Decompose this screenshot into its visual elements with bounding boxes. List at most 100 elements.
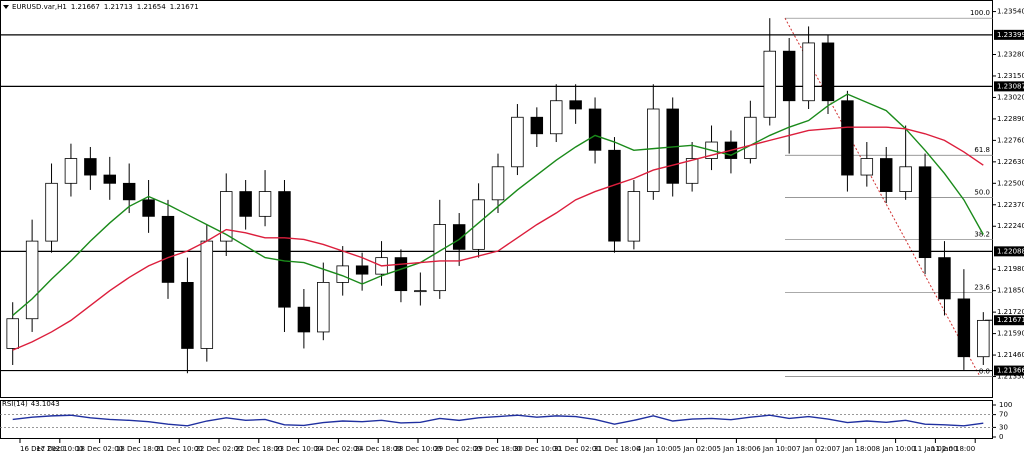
x-tick-label: 17 Dec 10:00 — [36, 445, 83, 453]
candle-body — [608, 149, 621, 242]
candle-body — [647, 108, 660, 192]
fib-label: 0.0 — [979, 368, 990, 376]
candle-body — [239, 191, 252, 217]
rsi-panel — [0, 400, 993, 439]
fib-label: 100.0 — [970, 9, 990, 17]
x-tick-label: 18 Dec 18:00 — [116, 445, 163, 453]
candle-body — [491, 166, 505, 201]
rsi-value: 43.1043 — [31, 400, 60, 408]
candle-body — [569, 100, 582, 110]
x-tick-label: 30 Dec 10:00 — [514, 445, 561, 453]
x-tick-label: 31 Dec 18:00 — [593, 445, 640, 453]
fib-label: 61.8 — [974, 146, 990, 154]
x-tick-label: 18 Dec 02:00 — [76, 445, 123, 453]
x-tick-label: 4 Jan 10:00 — [637, 445, 677, 453]
candle-body — [977, 319, 990, 358]
candle-body — [511, 116, 524, 168]
candle-body — [763, 50, 776, 118]
x-tick-label: 29 Dec 02:00 — [434, 445, 481, 453]
candle-body — [122, 182, 136, 201]
candle-body — [103, 174, 116, 184]
menu-arrow[interactable] — [3, 5, 9, 9]
candle-body — [627, 191, 641, 242]
y-tick-label: 1.22500 — [997, 179, 1024, 187]
header-price: 1.21671 — [170, 3, 199, 11]
y-tick-label: 1.21590 — [997, 330, 1024, 338]
candle-body — [355, 265, 369, 275]
symbol: EURUSD.var,H1 — [12, 3, 67, 11]
candle-body — [433, 224, 446, 292]
header-price: 1.21667 — [71, 3, 100, 11]
y-tick-label: 1.21460 — [997, 351, 1024, 359]
candle-body — [200, 240, 214, 349]
hline-box — [994, 29, 1024, 40]
candle-body — [181, 281, 194, 349]
rsi-title: RSI(14) 43.1043 — [2, 400, 60, 408]
candle-body — [220, 191, 233, 242]
rsi-tick-label: 0 — [999, 433, 1003, 441]
hline-box — [994, 365, 1024, 376]
fib-label: 23.6 — [974, 283, 990, 291]
y-tick-label: 1.21330 — [997, 373, 1024, 381]
rsi-tick-label: 30 — [999, 423, 1008, 431]
current-price-box — [994, 315, 1024, 326]
x-tick-label: 11 Jan 02:00 — [913, 445, 957, 453]
candle-body — [84, 158, 97, 176]
candle-body — [45, 182, 58, 242]
x-tick-label: 11 Jan 18:00 — [931, 445, 975, 453]
candle-body — [588, 108, 602, 151]
y-tick-label: 1.21850 — [997, 287, 1024, 295]
fib-label: 38.2 — [974, 230, 990, 238]
hline-label: 1.21366 — [997, 367, 1024, 375]
candle-body — [297, 306, 311, 333]
x-tick-label: 24 Dec 02:00 — [315, 445, 362, 453]
candle-body — [550, 100, 563, 135]
candle-body — [918, 166, 932, 259]
header-price: 1.21713 — [104, 3, 133, 11]
x-tick-label: 7 Jan 02:00 — [796, 445, 836, 453]
y-tick-label: 1.22370 — [997, 201, 1024, 209]
candle-body — [782, 50, 796, 102]
candle-body — [258, 191, 272, 217]
candle-body — [685, 158, 699, 184]
candle-body — [860, 158, 874, 176]
candle-body — [414, 290, 427, 293]
x-tick-label: 16 Dec 2020 — [20, 445, 65, 453]
current-price-label: 1.21671 — [997, 316, 1024, 324]
x-tick-label: 7 Jan 18:00 — [836, 445, 876, 453]
candle-body — [64, 158, 78, 184]
x-tick-label: 28 Dec 10:00 — [394, 445, 441, 453]
rsi-tick-label: 70 — [999, 411, 1008, 419]
candle-body — [394, 257, 408, 292]
x-tick-label: 8 Jan 10:00 — [876, 445, 916, 453]
candle-body — [317, 281, 330, 333]
x-tick-label: 5 Jan 18:00 — [716, 445, 756, 453]
candle-body — [957, 298, 971, 358]
rsi-name: RSI(14) — [2, 400, 28, 408]
candle-body — [472, 199, 485, 250]
x-tick-label: 22 Dec 02:00 — [195, 445, 242, 453]
x-tick-label: 29 Dec 18:00 — [474, 445, 521, 453]
moving-average — [12, 93, 984, 316]
x-tick-label: 24 Dec 18:00 — [355, 445, 402, 453]
candle-body — [841, 100, 854, 176]
y-tick-label: 1.23540 — [997, 8, 1024, 16]
x-tick-label: 31 Dec 02:00 — [554, 445, 601, 453]
y-tick-label: 1.21980 — [997, 265, 1024, 273]
candle-body — [880, 158, 893, 192]
x-tick-label: 5 Jan 02:00 — [677, 445, 717, 453]
rsi-tick-label: 100 — [999, 401, 1012, 409]
candle-body — [899, 166, 912, 192]
candle-body — [142, 199, 155, 217]
candle-body — [6, 318, 19, 349]
y-tick-label: 1.21720 — [997, 308, 1024, 316]
hline-box — [994, 246, 1024, 257]
y-tick-label: 1.22760 — [997, 136, 1024, 144]
x-tick-label: 21 Dec 10:00 — [156, 445, 203, 453]
candle-body — [530, 116, 544, 135]
candle-body — [744, 116, 757, 159]
candle-body — [278, 191, 291, 308]
y-tick-label: 1.22630 — [997, 158, 1024, 166]
